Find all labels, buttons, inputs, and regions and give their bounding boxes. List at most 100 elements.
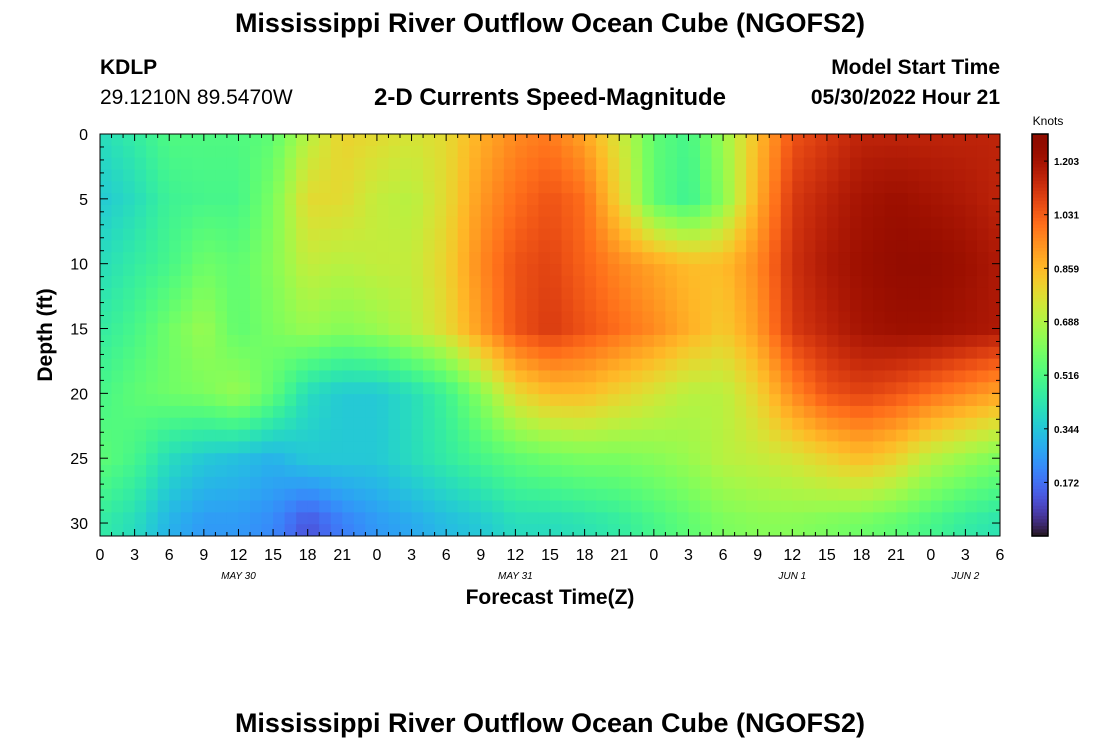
heatmap-cell <box>376 394 390 407</box>
heatmap-cell <box>192 323 205 336</box>
heatmap-cell <box>907 264 920 277</box>
heatmap-cell <box>700 512 713 525</box>
heatmap-cell <box>619 169 632 182</box>
heatmap-cell <box>584 240 597 253</box>
heatmap-cell <box>515 204 528 218</box>
heatmap-cell <box>111 335 124 348</box>
heatmap-cell <box>988 181 1000 194</box>
heatmap-cell <box>411 429 424 443</box>
heatmap-cell <box>388 216 401 230</box>
heatmap-cell <box>873 275 886 289</box>
heatmap-cell <box>665 358 678 372</box>
colorbar-tick-label: 0.172 <box>1054 478 1079 489</box>
colorbar-segment <box>1032 432 1048 437</box>
heatmap-cell <box>388 240 401 253</box>
heatmap-cell <box>573 240 586 253</box>
heatmap-cell <box>342 193 355 206</box>
heatmap-cell <box>896 394 909 407</box>
heatmap-cell <box>988 134 1000 147</box>
heatmap-cell <box>642 287 655 301</box>
heatmap-cell <box>538 145 551 159</box>
colorbar-tick-label: 1.031 <box>1054 211 1079 222</box>
heatmap-cell <box>353 323 366 336</box>
heatmap-cell <box>203 204 216 218</box>
heatmap-cell <box>284 193 297 206</box>
heatmap-cell <box>100 441 113 454</box>
heatmap-cell <box>215 157 228 171</box>
heatmap-cell <box>273 476 286 490</box>
heatmap-cell <box>769 145 782 159</box>
heatmap-cell <box>665 252 678 265</box>
heatmap-cell <box>203 240 216 253</box>
heatmap-cell <box>700 465 713 478</box>
heatmap-cell <box>226 204 240 218</box>
heatmap-cell <box>873 382 886 395</box>
heatmap-cell <box>261 216 274 230</box>
heatmap-cell <box>353 405 366 419</box>
heatmap-cell <box>434 476 447 490</box>
heatmap-cell <box>411 417 424 431</box>
heatmap-cell <box>296 429 309 443</box>
heatmap-cell <box>642 429 655 443</box>
heatmap-cell <box>307 145 320 159</box>
x-tick-label: 6 <box>165 547 174 564</box>
heatmap-cell <box>550 275 563 289</box>
heatmap-cell <box>930 370 943 383</box>
heatmap-cell <box>700 287 713 301</box>
heatmap-cell <box>896 216 909 230</box>
heatmap-cell <box>953 441 966 454</box>
heatmap-cell <box>296 323 309 336</box>
heatmap-cell <box>976 157 990 171</box>
heatmap-cell <box>665 311 678 324</box>
heatmap-cell <box>226 346 240 360</box>
heatmap-cell <box>665 524 678 536</box>
heatmap-cell <box>538 264 551 277</box>
heatmap-cell <box>319 394 332 407</box>
heatmap-cell <box>584 264 597 277</box>
heatmap-cell <box>307 417 320 431</box>
heatmap-cell <box>273 500 286 513</box>
heatmap-cell <box>861 216 874 230</box>
heatmap-cell <box>976 488 990 502</box>
heatmap-cell <box>792 524 805 536</box>
heatmap-cell <box>965 500 978 513</box>
heatmap-cell <box>826 346 840 360</box>
heatmap-cell <box>469 465 482 478</box>
heatmap-cell <box>861 394 874 407</box>
heatmap-cell <box>792 264 805 277</box>
heatmap-cell <box>538 252 551 265</box>
heatmap-cell <box>942 323 955 336</box>
heatmap-cell <box>746 228 759 242</box>
heatmap-cell <box>342 287 355 301</box>
x-tick-label: 9 <box>753 547 762 564</box>
heatmap-cell <box>665 405 678 419</box>
heatmap-cell <box>192 358 205 372</box>
heatmap-cell <box>146 500 159 513</box>
heatmap-cell <box>676 240 690 253</box>
heatmap-cell <box>757 240 770 253</box>
heatmap-cell <box>192 465 205 478</box>
heatmap-cell <box>250 181 263 194</box>
heatmap-cell <box>792 346 805 360</box>
heatmap-cell <box>850 346 863 360</box>
heatmap-cell <box>976 169 990 182</box>
heatmap-cell <box>653 264 666 277</box>
heatmap-cell <box>746 394 759 407</box>
heatmap-cell <box>607 382 620 395</box>
heatmap-cell <box>596 346 609 360</box>
heatmap-cell <box>711 346 724 360</box>
heatmap-cell <box>238 441 251 454</box>
heatmap-cell <box>919 394 932 407</box>
heatmap-cell <box>942 216 955 230</box>
heatmap-cell <box>480 512 493 525</box>
heatmap-cell <box>550 417 563 431</box>
heatmap-cell <box>607 358 620 372</box>
heatmap-cell <box>596 476 609 490</box>
heatmap-cell <box>353 204 366 218</box>
heatmap-cell <box>284 204 297 218</box>
x-tick-label: 12 <box>506 547 524 564</box>
heatmap-cell <box>296 500 309 513</box>
heatmap-cell <box>896 228 909 242</box>
heatmap-cell <box>226 252 240 265</box>
heatmap-cell <box>965 465 978 478</box>
